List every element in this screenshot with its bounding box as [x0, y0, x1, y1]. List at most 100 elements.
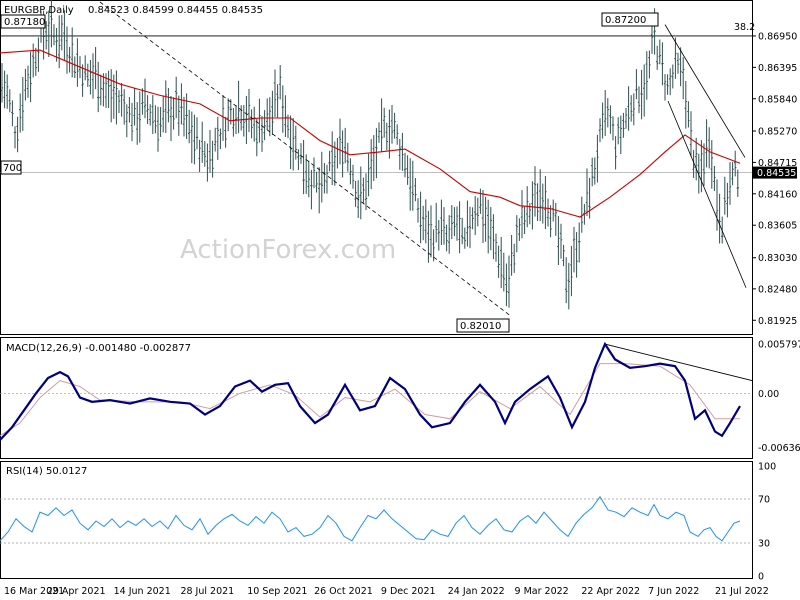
price-bar	[312, 157, 316, 189]
price-bar	[24, 68, 27, 101]
price-bar	[476, 197, 479, 227]
price-bar	[216, 116, 219, 160]
macd-main-line	[0, 341, 741, 441]
price-bar	[492, 214, 495, 260]
current-price-label: 0.84535	[757, 168, 796, 179]
price-bar	[32, 43, 35, 78]
price-bar	[21, 77, 24, 131]
price-bar	[728, 162, 732, 205]
price-bar	[354, 180, 357, 207]
price-bar	[71, 27, 74, 78]
symbol-title: EURGBP,Daily	[4, 5, 74, 16]
price-bar	[539, 169, 542, 222]
price-bar	[6, 74, 9, 109]
price-bar	[362, 177, 365, 203]
price-bar	[617, 117, 620, 145]
price-bar	[414, 178, 417, 202]
price-bar	[110, 69, 113, 123]
price-bar	[130, 102, 134, 142]
price-bar	[55, 27, 58, 62]
price-bar	[385, 122, 388, 151]
price-bar	[81, 64, 84, 97]
price-bar	[16, 116, 19, 153]
date-tick-label: 28 Jul 2021	[180, 586, 234, 597]
current-price-box	[753, 166, 797, 179]
price-bar	[640, 69, 643, 120]
price-bar	[445, 224, 448, 252]
price-bar	[679, 47, 682, 87]
price-bar	[156, 106, 160, 152]
price-bar	[349, 158, 352, 185]
price-bar	[266, 98, 269, 130]
price-bar	[632, 93, 635, 126]
price-bar	[468, 206, 472, 249]
price-bar	[429, 205, 433, 258]
price-bar	[695, 137, 698, 181]
price-bar	[448, 215, 451, 254]
axis-layer: 0.86950 0.86395 0.85840 0.85270 0.84715 0.841…	[4, 31, 800, 597]
rsi-line	[0, 495, 741, 542]
price-bar	[341, 130, 344, 178]
price-tick-label: 0.81925	[758, 316, 797, 327]
channel-lower-line	[667, 100, 747, 288]
price-bar	[320, 151, 323, 203]
high-2021-label: 0.87180	[4, 17, 45, 28]
moving-average-line	[0, 49, 741, 218]
price-bar	[380, 98, 383, 153]
price-bar	[351, 164, 355, 189]
price-bar	[367, 153, 370, 197]
price-bar	[63, 10, 66, 61]
price-bar	[437, 220, 440, 251]
price-bar	[700, 140, 703, 193]
price-bar	[630, 95, 633, 122]
date-tick-label: 21 Jul 2022	[715, 586, 769, 597]
channel-upper-line	[664, 24, 746, 158]
price-bar	[419, 191, 422, 244]
price-bar	[237, 80, 240, 134]
price-bar	[463, 227, 466, 249]
price-bar	[247, 88, 251, 133]
price-bar	[47, 10, 50, 57]
price-bar	[268, 97, 271, 137]
price-bar	[541, 183, 544, 224]
price-bar	[702, 143, 706, 186]
price-bar	[26, 65, 30, 98]
price-bar	[338, 118, 342, 165]
price-bar	[346, 142, 349, 172]
price-bar	[518, 218, 521, 241]
price-bar	[422, 205, 425, 241]
price-bar	[214, 127, 217, 152]
price-bar	[656, 45, 659, 70]
price-bar	[377, 122, 381, 143]
price-bar	[375, 128, 378, 179]
price-bar	[424, 199, 427, 244]
price-bar	[687, 101, 690, 128]
price-bar	[606, 98, 609, 128]
price-bar	[669, 68, 672, 96]
price-bar	[120, 83, 123, 117]
price-bar	[627, 86, 630, 131]
price-bar	[193, 114, 196, 165]
price-bar	[273, 69, 277, 118]
watermark: ActionForex.com	[180, 235, 396, 265]
price-bar	[13, 126, 17, 149]
macd-tick-label: 0.00	[758, 389, 779, 400]
price-bar	[68, 46, 71, 73]
date-tick-label: 7 Jun 2022	[648, 586, 699, 597]
price-bar	[479, 188, 482, 214]
price-bar	[562, 244, 565, 267]
price-bar	[645, 51, 648, 100]
low-2022-label: 0.82010	[460, 321, 501, 332]
price-bar	[286, 114, 290, 139]
price-bar	[29, 51, 32, 103]
price-bar	[76, 38, 79, 87]
price-bar	[19, 93, 22, 133]
price-bar	[58, 15, 61, 69]
price-bar	[128, 96, 131, 123]
price-bar	[297, 149, 300, 171]
price-bar	[682, 57, 685, 100]
date-tick-label: 24 Jan 2022	[448, 586, 505, 597]
date-tick-label: 29 Apr 2021	[47, 586, 106, 597]
price-bar	[650, 22, 654, 54]
